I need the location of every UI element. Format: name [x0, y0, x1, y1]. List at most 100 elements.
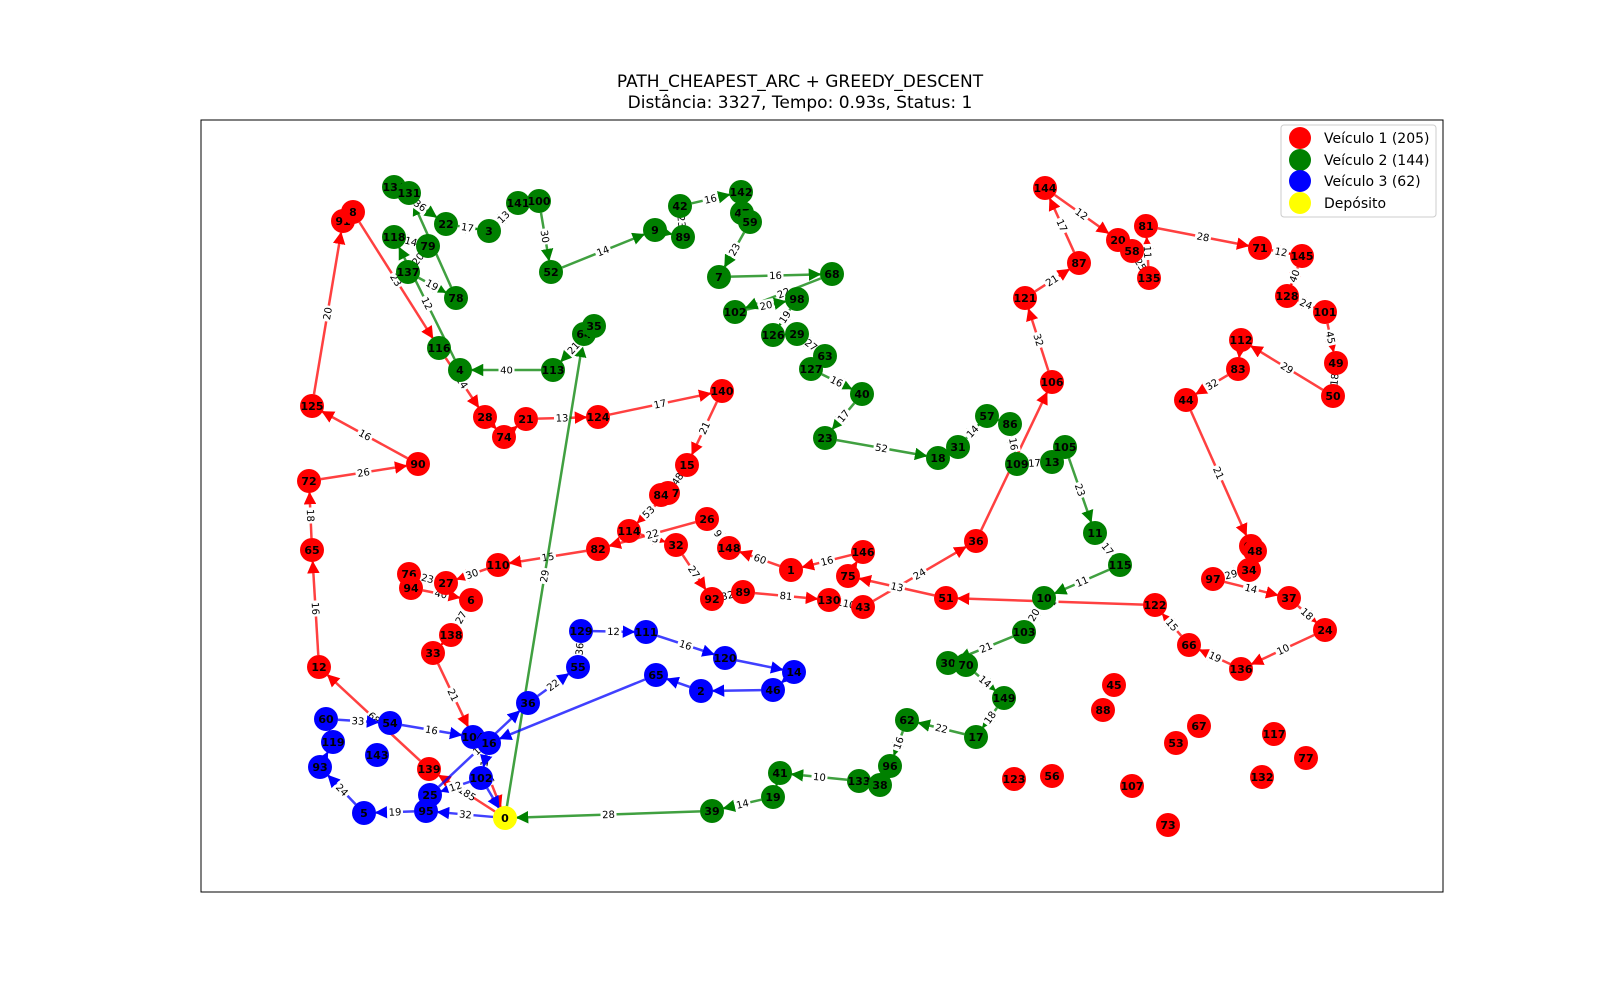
customer-node — [675, 453, 699, 477]
node-label: 105 — [1054, 441, 1077, 454]
edge-label-bg — [750, 550, 770, 568]
edge-weight-label: 16 — [1006, 437, 1019, 451]
customer-node — [1053, 435, 1077, 459]
node-label: 141 — [507, 197, 530, 210]
node-label: 121 — [1014, 292, 1037, 305]
edge-weight-label: 23 — [1072, 483, 1087, 499]
node-label: 9 — [651, 224, 659, 237]
customer-node — [836, 564, 860, 588]
edge-weight-label: 19 — [1206, 650, 1222, 665]
edge-weight-label: 32 — [1030, 333, 1044, 348]
node-label: 67 — [1191, 720, 1206, 733]
edge-weight-label: 11 — [1074, 575, 1090, 590]
legend-marker-depot — [1289, 192, 1311, 214]
customer-node — [448, 358, 472, 382]
chart-title-line-1: PATH_CHEAPEST_ARC + GREEDY_DESCENT — [616, 72, 984, 92]
customer-node — [1248, 236, 1272, 260]
edge-weight-label: 18 — [1329, 373, 1341, 387]
customer-node — [434, 571, 458, 595]
edge-label-bg — [498, 364, 515, 376]
node-label: 49 — [1328, 357, 1343, 370]
customer-node — [1237, 558, 1261, 582]
node-label: 22 — [438, 218, 453, 231]
edge-weight-label: 12 — [1274, 246, 1289, 259]
edge-weight-label: 28 — [602, 810, 615, 821]
customer-node — [1120, 239, 1144, 263]
customer-node — [307, 655, 331, 679]
node-label: 0 — [501, 812, 509, 825]
edge-label-bg — [458, 220, 477, 235]
node-label: 34 — [1241, 564, 1257, 577]
customer-node — [813, 426, 837, 450]
customer-node — [761, 785, 785, 809]
node-label: 56 — [1044, 770, 1060, 783]
legend-marker-vehicle-1 — [1289, 127, 1311, 149]
node-label: 5 — [360, 807, 368, 820]
customer-node — [396, 260, 420, 284]
edge-weight-label: 17 — [1028, 458, 1041, 470]
edge-label-bg — [386, 805, 404, 819]
edge-label-bg — [1205, 648, 1225, 666]
node-label: 51 — [938, 592, 953, 605]
node-label: 123 — [1003, 773, 1026, 786]
edge-weight-label: 10 — [813, 772, 827, 784]
customer-node — [582, 314, 606, 338]
edge-weight-label: 12 — [448, 780, 464, 794]
node-label: 114 — [618, 525, 641, 538]
node-label: 12 — [311, 661, 326, 674]
edge-label-bg — [1162, 615, 1182, 635]
customer-node — [1040, 764, 1064, 788]
edge-weight-label: 52 — [874, 442, 888, 455]
customer-node — [785, 287, 809, 311]
customer-node — [397, 181, 421, 205]
route-edge — [504, 425, 518, 439]
node-label: 89 — [675, 231, 690, 244]
legend-label-depot: Depósito — [1324, 196, 1386, 212]
route-edge — [486, 787, 500, 809]
node-label: 27 — [438, 577, 453, 590]
edge-label-bg — [593, 242, 613, 260]
edge-label-bg — [418, 570, 437, 587]
node-label: 43 — [855, 601, 870, 614]
customer-node — [586, 405, 610, 429]
customer-node — [936, 651, 960, 675]
edge-weight-label: 36 — [574, 642, 586, 656]
edge-label-bg — [1141, 243, 1154, 261]
edge-label-bg — [537, 567, 552, 585]
node-label: 78 — [448, 292, 463, 305]
customer-node — [1313, 618, 1337, 642]
edge-weight-label: 19 — [388, 807, 401, 818]
customer-node — [1313, 300, 1337, 324]
node-label: 87 — [1071, 257, 1086, 270]
customer-node — [469, 766, 493, 790]
customer-node — [308, 755, 332, 779]
edge-weight-label: 27 — [454, 610, 470, 627]
customer-node — [847, 769, 871, 793]
node-label: 31 — [950, 441, 965, 454]
customer-node — [1002, 767, 1026, 791]
node-label: 100 — [528, 195, 551, 208]
customer-node — [1013, 286, 1037, 310]
customer-node — [300, 394, 324, 418]
edge-weight-label: 32 — [459, 809, 473, 821]
edge-label-bg — [962, 421, 983, 442]
node-label: 28 — [477, 411, 492, 424]
edge-label-bg — [605, 625, 622, 638]
node-label: 29 — [789, 328, 804, 341]
node-label: 140 — [711, 385, 734, 398]
customer-node — [434, 212, 458, 236]
customer-node — [444, 286, 468, 310]
edge-label-bg — [309, 600, 322, 617]
node-label: 39 — [704, 805, 719, 818]
edge-label-bg — [695, 418, 714, 438]
edge-label-bg — [537, 227, 553, 246]
customer-node — [539, 260, 563, 284]
customer-node — [569, 619, 593, 643]
node-label: 2 — [697, 685, 705, 698]
route-edge — [845, 561, 858, 576]
customer-node — [710, 379, 734, 403]
node-label: 117 — [1263, 728, 1286, 741]
customer-node — [514, 407, 538, 431]
customer-node — [1294, 746, 1318, 770]
customer-node — [782, 660, 806, 684]
